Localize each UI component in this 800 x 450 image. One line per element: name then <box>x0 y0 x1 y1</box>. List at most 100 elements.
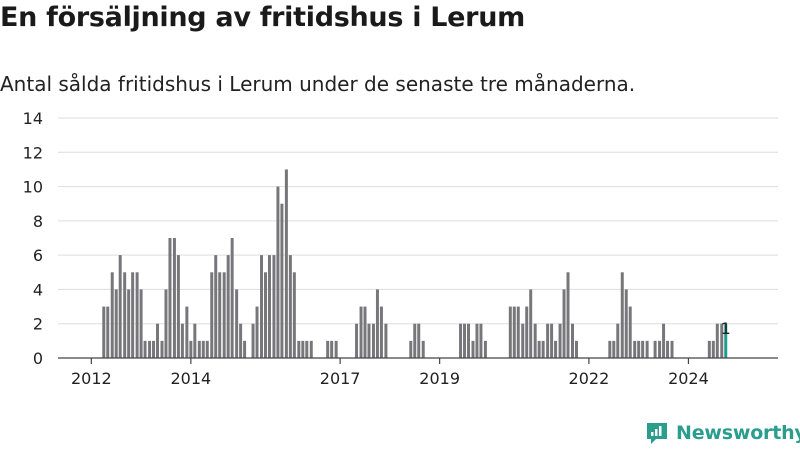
bar <box>537 340 541 358</box>
bar <box>197 340 201 358</box>
bar <box>662 323 666 358</box>
x-tick-label: 2024 <box>668 369 709 388</box>
bar <box>359 306 363 358</box>
bar <box>235 289 239 358</box>
bar <box>210 272 214 358</box>
bar <box>463 323 467 358</box>
bar <box>118 255 122 358</box>
bar <box>550 323 554 358</box>
bar <box>529 289 533 358</box>
bar <box>612 340 616 358</box>
y-tick-label: 2 <box>33 315 43 334</box>
bar <box>326 340 330 358</box>
bar <box>525 306 529 358</box>
bar <box>483 340 487 358</box>
bar <box>201 340 205 358</box>
bar <box>653 340 657 358</box>
bar <box>571 323 574 358</box>
bar <box>413 323 417 358</box>
y-tick-label: 8 <box>33 212 43 231</box>
bar <box>371 323 375 358</box>
bar <box>562 289 566 358</box>
bar <box>670 340 674 358</box>
bar <box>459 323 463 358</box>
bar <box>172 238 176 358</box>
bar <box>384 323 388 358</box>
bar <box>160 340 164 358</box>
bar <box>230 238 234 358</box>
bar <box>135 272 139 358</box>
bar <box>375 289 379 358</box>
bar <box>558 323 562 358</box>
bar <box>363 306 367 358</box>
bar <box>176 255 180 358</box>
data-label: 1 <box>721 319 731 338</box>
bar <box>276 186 280 358</box>
bar <box>645 340 649 358</box>
bar <box>367 323 371 358</box>
bar <box>624 289 628 358</box>
y-tick-label: 6 <box>33 246 43 265</box>
bar <box>110 272 114 358</box>
bar <box>479 323 483 358</box>
bar <box>512 306 516 358</box>
bar <box>189 340 193 358</box>
bar <box>533 323 537 358</box>
bar <box>106 306 110 358</box>
bar <box>379 306 383 358</box>
bar <box>156 323 160 358</box>
bar <box>148 340 152 358</box>
bar <box>628 306 632 358</box>
bar <box>633 340 637 358</box>
bar <box>521 323 525 358</box>
brand-logo: Newsworthy <box>644 420 800 446</box>
bar <box>720 323 724 358</box>
bar <box>123 272 127 358</box>
bar <box>475 323 479 358</box>
bar <box>214 255 218 358</box>
bar <box>637 340 641 358</box>
bar <box>421 340 425 358</box>
bar <box>139 289 143 358</box>
bar <box>218 272 222 358</box>
bar <box>516 306 520 358</box>
bar <box>641 340 645 358</box>
bar <box>554 340 558 358</box>
highlight-bar <box>724 323 728 358</box>
bar <box>608 340 612 358</box>
bar <box>222 272 226 358</box>
bar <box>152 340 156 358</box>
bar <box>263 272 267 358</box>
bar <box>541 340 545 358</box>
bar <box>546 323 550 358</box>
y-tick-label: 14 <box>23 109 43 128</box>
bar <box>185 306 189 358</box>
x-tick-label: 2017 <box>320 369 361 388</box>
bar <box>574 340 578 358</box>
bar <box>180 323 184 358</box>
x-tick-label: 2019 <box>419 369 460 388</box>
bar <box>288 255 292 358</box>
bar <box>297 340 301 358</box>
bar <box>260 255 264 358</box>
bar <box>272 255 276 358</box>
bar <box>666 340 670 358</box>
bar-chart: 0 2 4 6 8 10 12 14 1 2012 2014 2017 2019 2022 2024 <box>23 109 778 388</box>
bar <box>255 306 259 358</box>
bar <box>508 306 512 358</box>
bar <box>409 340 413 358</box>
bar <box>239 323 243 358</box>
y-tick-label: 12 <box>23 143 43 162</box>
bar <box>334 340 338 358</box>
bar <box>267 255 271 358</box>
bar <box>330 340 334 358</box>
bar <box>566 272 570 358</box>
bar <box>164 289 168 358</box>
chart-title: En försäljning av fritidshus i Lerum <box>0 2 525 33</box>
bar <box>715 323 719 358</box>
brand-name: Newsworthy <box>676 422 800 444</box>
bar <box>251 323 255 358</box>
bar <box>620 272 624 358</box>
bar <box>226 255 230 358</box>
bar <box>309 340 313 358</box>
